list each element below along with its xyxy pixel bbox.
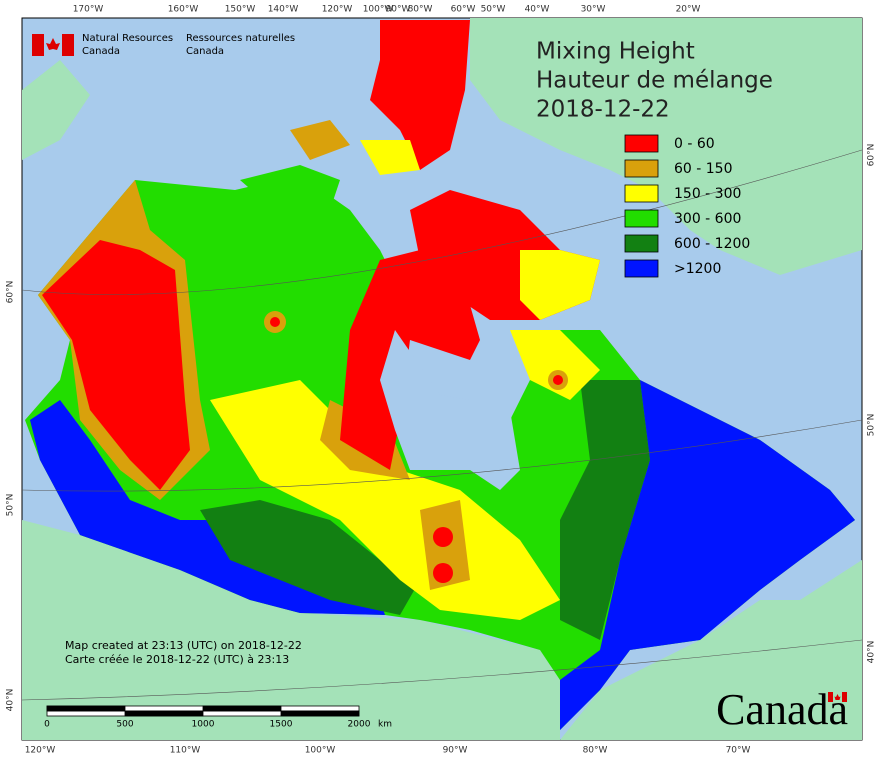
lat-label: 60°N: [6, 281, 16, 304]
lon-label: 90°W: [443, 746, 468, 756]
legend-label: 60 - 150: [674, 161, 733, 177]
legend-swatch: [624, 259, 659, 278]
zone-darkgreen-prairie: [200, 500, 420, 615]
lon-label: 20°W: [676, 5, 701, 15]
legend-label: 0 - 60: [674, 136, 715, 152]
lon-label: 120°W: [322, 5, 353, 15]
island-ellesmere: [370, 20, 470, 170]
wordmark-flag: [828, 692, 847, 702]
nrcan-logo: [32, 34, 74, 56]
island-melville: [290, 120, 350, 160]
scale-label: 500: [116, 720, 133, 730]
scale-unit: km: [378, 720, 392, 730]
spot-red: [553, 375, 563, 385]
island-devon: [360, 140, 420, 175]
lon-label: 50°W: [481, 5, 506, 15]
spot-red: [433, 563, 453, 583]
scale-bar: [46, 705, 360, 717]
zone-blue-east: [560, 380, 855, 730]
lat-label: 40°N: [867, 641, 877, 664]
legend-label: 150 - 300: [674, 186, 741, 202]
lon-label: 100°W: [363, 5, 394, 15]
greenland: [470, 18, 862, 275]
lat-label: 40°N: [6, 689, 16, 712]
nrcan-fr: Ressources naturelles: [186, 33, 295, 44]
lat-label: 50°N: [867, 414, 877, 437]
zone-red-north: [340, 250, 480, 470]
legend-label: >1200: [674, 261, 721, 277]
zone-yellow-centre: [210, 380, 560, 620]
map-credit: Carte créée le 2018-12-22 (UTC) à 23:13: [65, 653, 289, 666]
map-title: 2018-12-22: [536, 97, 670, 123]
lon-label: 150°W: [225, 5, 256, 15]
island-victoria: [240, 165, 340, 215]
usa: [22, 520, 560, 740]
lon-label: 80°W: [583, 746, 608, 756]
nrcan-fr: Canada: [186, 46, 224, 57]
lon-label: 100°W: [305, 746, 336, 756]
legend-swatch: [624, 134, 659, 153]
nrcan-en: Natural Resources: [82, 33, 173, 44]
zone-red-west: [42, 240, 190, 490]
lon-label: 30°W: [581, 5, 606, 15]
lat-label: 60°N: [867, 144, 877, 167]
spot-red: [270, 317, 280, 327]
legend-label: 600 - 1200: [674, 236, 750, 252]
wordmark: Canada: [716, 685, 848, 734]
scale-label: 2000: [348, 720, 371, 730]
lat-label: 50°N: [6, 494, 16, 517]
scale-label: 1500: [270, 720, 293, 730]
zone-yellow-ungava: [510, 330, 600, 400]
legend-swatch: [624, 209, 659, 228]
lon-label: 40°W: [525, 5, 550, 15]
spot-red: [433, 527, 453, 547]
legend-swatch: [624, 159, 659, 178]
lon-label: 80°W: [408, 5, 433, 15]
scale-label: 0: [44, 720, 50, 730]
lon-label: 140°W: [268, 5, 299, 15]
lon-label: 60°W: [451, 5, 476, 15]
legend-swatch: [624, 234, 659, 253]
lon-label: 70°W: [726, 746, 751, 756]
island-baffin-south: [520, 250, 600, 320]
alaska-west: [22, 60, 90, 160]
map-title: Hauteur de mélange: [536, 68, 773, 94]
zone-darkgreen-quebec: [560, 380, 650, 640]
lon-label: 90°W: [386, 5, 411, 15]
legend-swatch: [624, 184, 659, 203]
map-title: Mixing Height: [536, 39, 695, 65]
map-credit: Map created at 23:13 (UTC) on 2018-12-22: [65, 639, 302, 652]
scale-label: 1000: [192, 720, 215, 730]
lon-label: 160°W: [168, 5, 199, 15]
lon-label: 110°W: [170, 746, 201, 756]
hudson-bay: [380, 330, 520, 490]
graticule: [21, 149, 863, 701]
lon-label: 120°W: [25, 746, 56, 756]
usa-east: [560, 560, 862, 740]
legend-label: 300 - 600: [674, 211, 741, 227]
nrcan-en: Canada: [82, 46, 120, 57]
lon-label: 170°W: [73, 5, 104, 15]
